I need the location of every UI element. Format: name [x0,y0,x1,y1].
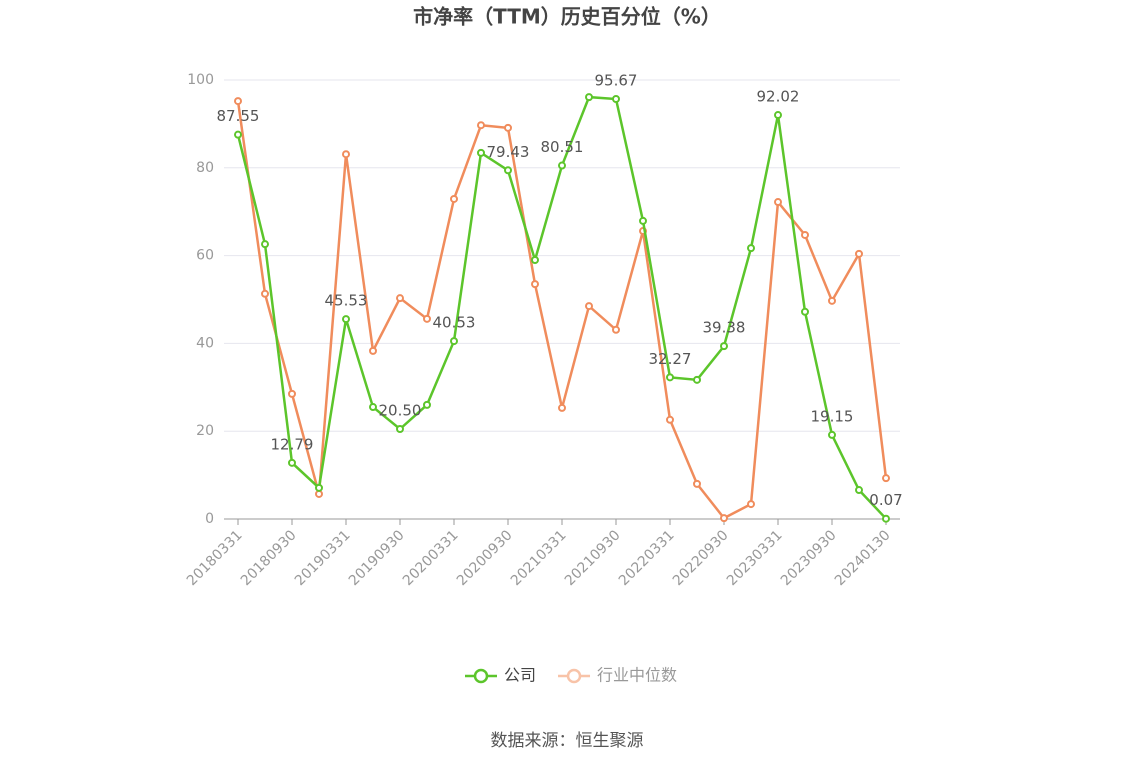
chart-title: 市净率（TTM）历史百分位（%） [413,5,721,29]
legend-label: 行业中位数 [597,666,677,685]
data-label: 92.02 [757,88,800,106]
point [612,325,620,334]
point [558,403,566,412]
source: 数据来源：恒生聚源 [491,731,644,751]
point [396,294,404,303]
point [639,216,647,225]
point [828,430,836,439]
data-label: 19.15 [811,407,854,425]
point [234,130,242,139]
x-tick-label: 20220930 [670,527,732,589]
data-label: 39.38 [703,319,746,337]
point [369,346,377,355]
point [720,514,728,523]
point [261,289,269,298]
legend-marker [473,668,489,684]
point [612,95,620,104]
y-tick-label: 100 [187,72,214,88]
x-tick-label: 20200930 [454,527,516,589]
point [342,315,350,324]
point [477,121,485,130]
point [855,486,863,495]
point [504,166,512,175]
point [261,240,269,249]
point [801,230,809,239]
point [666,415,674,424]
point [666,373,674,382]
y-tick-label: 60 [196,248,214,264]
point [531,280,539,289]
point [882,474,890,483]
point [585,93,593,102]
point [396,425,404,434]
x-tick-label: 20180930 [238,527,300,589]
point [558,161,566,170]
point [747,500,755,509]
point [450,337,458,346]
point [288,458,296,467]
point [774,198,782,207]
x-tick-label: 20220331 [616,527,678,589]
data-label: 20.50 [379,402,422,420]
point [477,148,485,157]
point [828,296,836,305]
point [288,389,296,398]
x-tick-label: 20190930 [346,527,408,589]
point [423,400,431,409]
point [369,403,377,412]
x-tick-label: 20180331 [184,527,246,589]
point [234,97,242,106]
x-tick-label: 20230331 [724,527,786,589]
legend-marker [566,668,582,684]
x-tick-label: 20210331 [508,527,570,589]
x-tick-label: 20200331 [400,527,462,589]
data-label: 79.43 [487,143,530,161]
point [342,150,350,159]
data-label: 80.51 [541,138,584,156]
y-tick-label: 20 [196,423,214,439]
point [531,255,539,264]
y-tick-label: 80 [196,160,214,176]
data-label: 0.07 [869,491,902,509]
data-label: 32.27 [649,350,692,368]
x-tick-label: 20230930 [778,527,840,589]
data-label: 45.53 [325,292,368,310]
point [774,111,782,120]
point [585,302,593,311]
point [315,483,323,492]
legend-label: 公司 [504,666,536,685]
x-tick-label: 20190331 [292,527,354,589]
point [693,479,701,488]
point [315,489,323,498]
point [855,249,863,258]
point [693,375,701,384]
point [720,342,728,351]
x-tick-label: 20240130 [832,527,894,589]
point [504,123,512,132]
point [423,314,431,323]
data-label: 87.55 [217,107,260,125]
point [882,514,890,523]
data-label: 40.53 [433,314,476,332]
y-tick-label: 0 [205,511,214,527]
data-label: 95.67 [595,72,638,90]
point [801,307,809,316]
x-tick-label: 20210930 [562,527,624,589]
point [747,244,755,253]
y-tick-label: 40 [196,335,214,351]
point [450,194,458,203]
data-label: 12.79 [271,435,314,453]
